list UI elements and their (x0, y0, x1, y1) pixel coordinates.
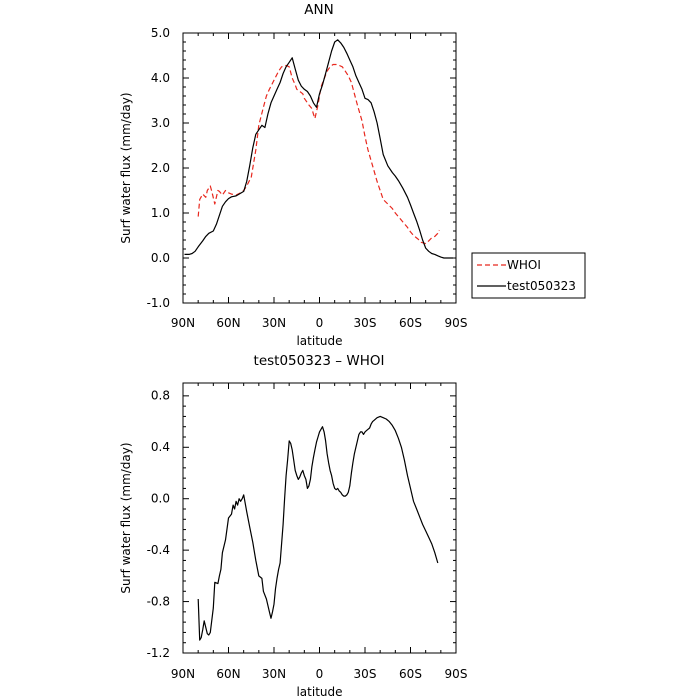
series-group (197, 415, 439, 641)
x-tick-label: 60S (399, 667, 422, 681)
axis-ticks (182, 383, 457, 654)
y-tick-label: 1.0 (151, 206, 170, 220)
y-tick-label: -1.2 (147, 646, 170, 660)
y-tick-label: 3.0 (151, 116, 170, 130)
x-tick-label: 30N (262, 667, 286, 681)
y-tick-label: 5.0 (151, 26, 170, 40)
legend-label-whoi: WHOI (507, 258, 541, 272)
y-tick-label: 0.8 (151, 389, 170, 403)
panel-difference: test050323 – WHOI 90N 60N 30N 0 30S 60S … (119, 353, 467, 699)
series-line-difference (197, 415, 439, 641)
y-axis-title: Surf water flux (mm/day) (119, 92, 133, 243)
y-tick-label: 2.0 (151, 161, 170, 175)
panel-title: test050323 – WHOI (254, 353, 385, 369)
x-tick-label: 60N (216, 667, 240, 681)
x-tick-label: 60S (399, 316, 422, 330)
x-tick-label: 0 (316, 667, 324, 681)
y-tick-labels: -1.2 -0.8 -0.4 0.0 0.4 0.8 (147, 389, 170, 661)
series-group (184, 39, 453, 259)
y-tick-label: 0.4 (151, 440, 170, 454)
x-tick-label: 90S (445, 667, 468, 681)
x-tick-label: 90N (171, 316, 195, 330)
x-tick-label: 90N (171, 667, 195, 681)
x-tick-label: 60N (216, 316, 240, 330)
y-tick-label: 4.0 (151, 71, 170, 85)
x-tick-label: 30S (354, 316, 377, 330)
y-tick-label: -0.8 (147, 595, 170, 609)
x-tick-label: 30S (354, 667, 377, 681)
series-line-test050323 (184, 39, 453, 259)
legend: WHOI test050323 (471, 252, 586, 299)
y-tick-label: 0.0 (151, 492, 170, 506)
x-axis-title: latitude (296, 334, 342, 348)
y-tick-label: 0.0 (151, 251, 170, 265)
panel-title: ANN (304, 2, 333, 18)
x-tick-label: 30N (262, 316, 286, 330)
panel-annual: ANN 90N 60N 30N 0 30S 60S 90S -1.0 0.0 1… (119, 2, 586, 348)
y-axis-title: Surf water flux (mm/day) (119, 442, 133, 593)
x-tick-labels: 90N 60N 30N 0 30S 60S 90S (171, 316, 468, 330)
y-tick-labels: -1.0 0.0 1.0 2.0 3.0 4.0 5.0 (147, 26, 170, 310)
series-line-whoi (197, 63, 440, 245)
x-tick-label: 0 (316, 316, 324, 330)
x-axis-title: latitude (296, 685, 342, 699)
x-tick-labels: 90N 60N 30N 0 30S 60S 90S (171, 667, 468, 681)
axis-ticks (182, 32, 457, 304)
x-tick-label: 90S (445, 316, 468, 330)
y-tick-label: -0.4 (147, 543, 170, 557)
legend-box (471, 252, 586, 299)
plot-frame (182, 32, 457, 304)
legend-label-test: test050323 (507, 279, 576, 293)
y-tick-label: -1.0 (147, 296, 170, 310)
plot-frame (182, 382, 457, 654)
